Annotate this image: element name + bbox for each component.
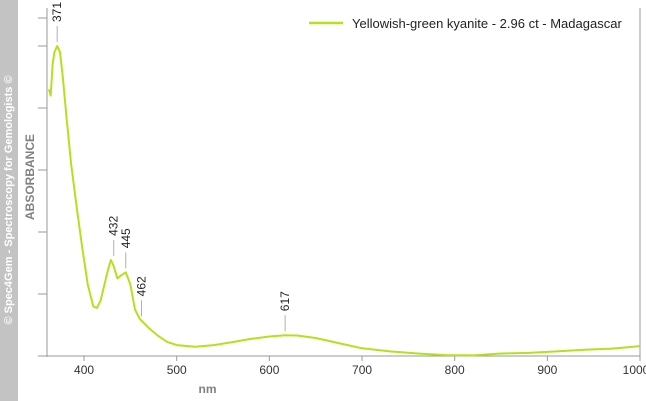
series-line bbox=[47, 45, 641, 357]
axes: 400 500 600 700 800 900 1000 nm ABSORBANCE bbox=[23, 8, 646, 396]
legend: Yellowish-green kyanite - 2.96 ct - Mada… bbox=[309, 16, 622, 31]
x-tick-label: 700 bbox=[352, 363, 372, 377]
x-tick-label: 400 bbox=[74, 363, 94, 377]
peak-label: 462 bbox=[135, 276, 149, 296]
series-layer bbox=[47, 45, 641, 357]
x-tick-label: 600 bbox=[259, 363, 279, 377]
peak-label: 617 bbox=[278, 291, 292, 311]
peak-label: 432 bbox=[107, 216, 121, 236]
x-tick-label: 900 bbox=[537, 363, 557, 377]
x-tick-label: 800 bbox=[445, 363, 465, 377]
watermark-bar: © Spec4Gem - Spectroscopy for Gemologist… bbox=[0, 0, 18, 401]
peak-label: 371 bbox=[50, 2, 64, 22]
x-axis-title: nm bbox=[199, 382, 217, 396]
y-axis-title: ABSORBANCE bbox=[23, 134, 37, 220]
peak-label: 445 bbox=[119, 228, 133, 248]
legend-label: Yellowish-green kyanite - 2.96 ct - Mada… bbox=[352, 16, 622, 31]
x-tick-label: 1000 bbox=[623, 363, 646, 377]
x-tick-label: 500 bbox=[167, 363, 187, 377]
